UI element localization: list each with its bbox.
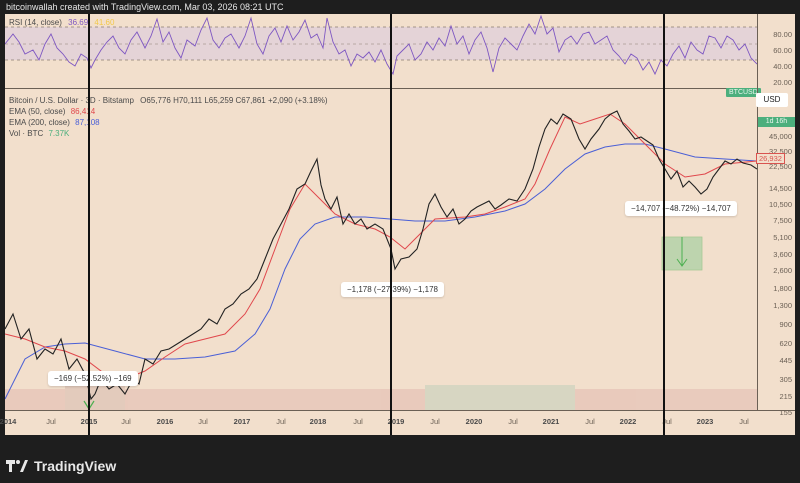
price-tick: 445 bbox=[779, 356, 792, 365]
time-tick: 2021 bbox=[542, 417, 560, 426]
price-tick: 32,500 bbox=[769, 147, 792, 156]
rsi-value: 36.69 bbox=[68, 18, 89, 27]
price-tick: 7,500 bbox=[773, 216, 792, 225]
price-tick: 10,500 bbox=[769, 200, 792, 209]
ema200-label[interactable]: EMA (200, close) bbox=[9, 118, 70, 127]
rsi-label: RSI (14, close) bbox=[9, 18, 62, 27]
drawdown-label-2015[interactable]: −169 (−52.52%) −169 bbox=[48, 371, 138, 386]
chart-credit: bitcoinwallah created with TradingView.c… bbox=[6, 2, 284, 12]
drawdown-label-2019[interactable]: −1,178 (−27.39%) −1,178 bbox=[341, 282, 444, 297]
time-tick: 2016 bbox=[156, 417, 174, 426]
time-tick: 2017 bbox=[233, 417, 251, 426]
time-tick: Jul bbox=[353, 417, 363, 426]
rsi-tick: 80.00 bbox=[773, 30, 792, 39]
drawdown-label-2022[interactable]: −14,707 (−48.72%) −14,707 bbox=[625, 201, 737, 216]
time-tick: Jul bbox=[430, 417, 440, 426]
symbol-label[interactable]: Bitcoin / U.S. Dollar · 3D · Bitstamp bbox=[9, 96, 134, 105]
price-tick: 45,000 bbox=[769, 132, 792, 141]
time-tick: Jul bbox=[46, 417, 56, 426]
ema200-value: 87,108 bbox=[75, 118, 99, 127]
rsi-pane[interactable]: RSI (14, close) 36.69 41.60 bbox=[5, 14, 757, 89]
rsi-ma-value: 41.60 bbox=[94, 18, 115, 27]
ema50-value: 86,414 bbox=[70, 107, 96, 116]
time-tick: 2019 bbox=[387, 417, 405, 426]
bar-countdown: 1d 16h bbox=[758, 117, 795, 127]
symbol-tag: BTCUSD bbox=[726, 88, 761, 97]
price-tick: 155 bbox=[779, 408, 792, 417]
price-tick: 3,600 bbox=[773, 250, 792, 259]
rsi-plot bbox=[5, 14, 757, 76]
price-tick: 14,500 bbox=[769, 184, 792, 193]
time-tick: Jul bbox=[662, 417, 672, 426]
time-tick: Jul bbox=[198, 417, 208, 426]
rsi-legend: RSI (14, close) 36.69 41.60 bbox=[9, 18, 114, 27]
time-tick: 2020 bbox=[465, 417, 483, 426]
brand-name: TradingView bbox=[34, 458, 117, 474]
time-axis[interactable]: 2014 Jul 2015 Jul 2016 Jul 2017 Jul 2018… bbox=[0, 410, 795, 436]
time-tick: Jul bbox=[585, 417, 595, 426]
price-tick: 305 bbox=[779, 375, 792, 384]
price-tick: 1,800 bbox=[773, 284, 792, 293]
current-price-tag: 26,932 bbox=[756, 153, 785, 164]
price-plot bbox=[5, 110, 757, 410]
rsi-tick: 20.00 bbox=[773, 78, 792, 87]
marker-line-2015[interactable] bbox=[88, 14, 90, 435]
price-tick: 900 bbox=[779, 320, 792, 329]
ema50-label[interactable]: EMA (50, close) bbox=[9, 107, 66, 116]
price-pane[interactable]: Bitcoin / U.S. Dollar · 3D · Bitstamp O6… bbox=[5, 88, 761, 410]
tradingview-logo[interactable]: TradingView bbox=[6, 458, 116, 474]
time-tick: 2018 bbox=[309, 417, 327, 426]
time-tick: 2022 bbox=[619, 417, 637, 426]
rsi-tick: 60.00 bbox=[773, 46, 792, 55]
price-tick: 215 bbox=[779, 392, 792, 401]
marker-line-2022[interactable] bbox=[663, 14, 665, 435]
price-legend: Bitcoin / U.S. Dollar · 3D · Bitstamp O6… bbox=[9, 95, 328, 139]
time-tick: Jul bbox=[276, 417, 286, 426]
volume-bars bbox=[5, 379, 757, 410]
price-axis[interactable]: 80.00 60.00 40.00 20.00 1d 16h 45,000 32… bbox=[757, 14, 796, 417]
volume-value: 7.37K bbox=[48, 129, 70, 138]
price-tick: 5,100 bbox=[773, 233, 792, 242]
price-tick: 22,500 bbox=[769, 162, 792, 171]
time-tick: 2014 bbox=[0, 417, 17, 426]
rsi-tick: 40.00 bbox=[773, 62, 792, 71]
chart-frame[interactable]: RSI (14, close) 36.69 41.60 bbox=[0, 14, 796, 436]
ohlc-values: O65,776 H70,111 L65,259 C67,861 +2,090 (… bbox=[140, 96, 328, 105]
price-tick: 2,600 bbox=[773, 266, 792, 275]
time-tick: Jul bbox=[121, 417, 131, 426]
marker-line-2019[interactable] bbox=[390, 14, 392, 435]
price-tick: 1,300 bbox=[773, 301, 792, 310]
tradingview-logo-icon bbox=[6, 460, 28, 472]
currency-button[interactable]: USD bbox=[756, 93, 788, 107]
time-tick: 2023 bbox=[696, 417, 714, 426]
time-tick: Jul bbox=[739, 417, 749, 426]
price-tick: 620 bbox=[779, 339, 792, 348]
time-tick: Jul bbox=[508, 417, 518, 426]
volume-label[interactable]: Vol · BTC bbox=[9, 129, 44, 138]
